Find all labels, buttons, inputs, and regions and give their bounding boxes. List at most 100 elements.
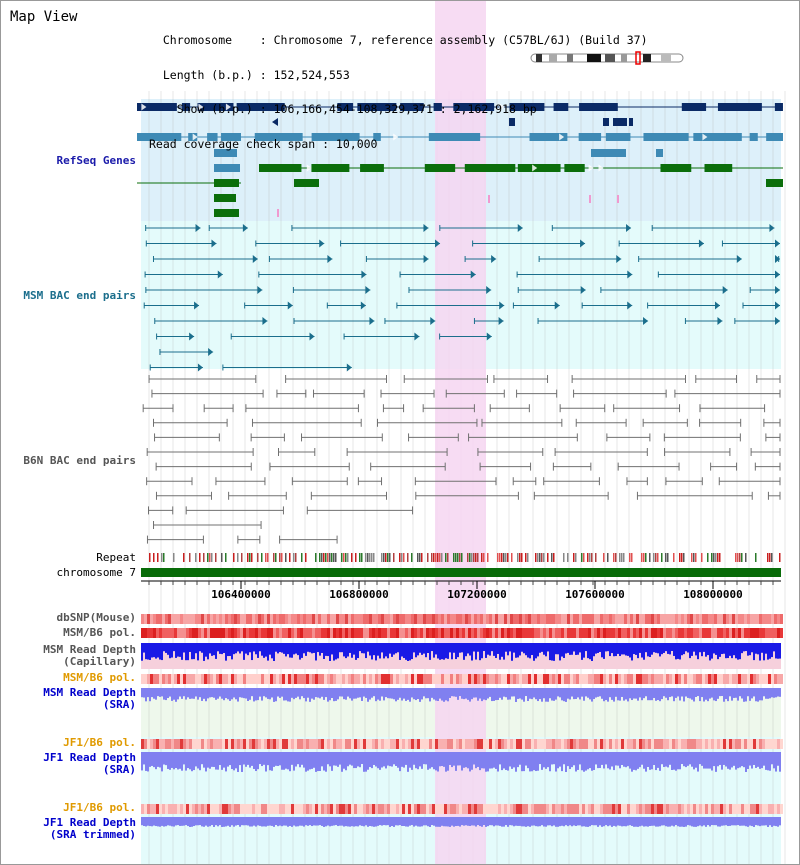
- repeat-element: [619, 553, 621, 562]
- track-label-jf1-read-depth-trimmed[interactable]: JF1 Read Depth (SRA trimmed): [43, 816, 136, 841]
- jf1-b6-pol-2-track-cell: [717, 804, 720, 814]
- jf1-sra-depth-bar: [451, 752, 453, 768]
- dbsnp-track-cell: [579, 614, 582, 624]
- dbsnp-track-cell: [681, 614, 684, 624]
- jf1-trim-depth-bar: [475, 817, 477, 827]
- track-label-refseq-genes[interactable]: RefSeq Genes: [56, 154, 136, 167]
- msm-b6-pol-2-track-cell: [606, 674, 609, 684]
- msm-capillary-depth-bar: [141, 643, 143, 661]
- track-label-jf1-b6-pol-2[interactable]: JF1/B6 pol.: [63, 801, 136, 814]
- jf1-trim-depth-bar: [585, 817, 587, 827]
- msm-capillary-depth-bar: [177, 643, 179, 657]
- dbsnp-track-cell: [675, 614, 678, 624]
- msm-sra-depth-bar: [725, 688, 727, 700]
- axis-tick-label: 107200000: [447, 588, 507, 601]
- msm-b6-pol-track-cell: [747, 628, 750, 638]
- jf1-b6-pol-track-cell: [597, 739, 600, 749]
- jf1-b6-pol-track-cell: [303, 739, 306, 749]
- repeat-element: [207, 553, 209, 562]
- msm-bac-end-arrow: [309, 332, 315, 341]
- msm-b6-pol-track-cell: [252, 628, 255, 638]
- jf1-trim-depth-bar: [379, 817, 381, 826]
- msm-capillary-depth-bar: [355, 643, 357, 660]
- msm-b6-pol-track-cell: [666, 628, 669, 638]
- dbsnp-track-cell: [399, 614, 402, 624]
- msm-b6-pol-track-cell: [432, 628, 435, 638]
- msm-sra-depth-bar: [381, 688, 383, 697]
- msm-capillary-depth-bar: [587, 643, 589, 659]
- msm-capillary-depth-bar: [311, 643, 313, 654]
- jf1-sra-depth-bar: [625, 752, 627, 768]
- msm-capillary-depth-bar: [669, 643, 671, 655]
- jf1-sra-depth-bar: [281, 752, 283, 770]
- repeat-element: [247, 553, 249, 562]
- jf1-sra-depth-bar: [565, 752, 567, 772]
- msm-capillary-depth-bar: [689, 643, 691, 659]
- msm-sra-depth-bar: [599, 688, 601, 697]
- jf1-b6-pol-track-cell: [528, 739, 531, 749]
- jf1-trim-depth-bar: [529, 817, 531, 827]
- msm-b6-pol-track-cell: [702, 628, 705, 638]
- msm-capillary-depth-bar: [457, 643, 459, 658]
- track-label-jf1-read-depth-sra[interactable]: JF1 Read Depth (SRA): [43, 751, 136, 776]
- track-label-msm-read-depth-capillary[interactable]: MSM Read Depth (Capillary): [43, 643, 136, 668]
- jf1-b6-pol-track-cell: [405, 739, 408, 749]
- msm-b6-pol-2-track-cell: [273, 674, 276, 684]
- jf1-trim-depth-bar: [725, 817, 727, 826]
- msm-b6-pol-track-cell: [306, 628, 309, 638]
- jf1-b6-pol-track-cell: [390, 739, 393, 749]
- msm-b6-pol-2-track-cell: [654, 674, 657, 684]
- msm-b6-pol-track-cell: [594, 628, 597, 638]
- jf1-b6-pol-track-cell: [150, 739, 153, 749]
- jf1-b6-pol-2-track-cell: [774, 804, 777, 814]
- repeat-element: [369, 553, 371, 562]
- msm-bac-end-arrow: [252, 255, 258, 263]
- msm-capillary-depth-bar: [657, 643, 659, 654]
- msm-b6-pol-2-track-cell: [264, 674, 267, 684]
- jf1-b6-pol-track-cell: [273, 739, 276, 749]
- msm-sra-depth-bar: [307, 688, 309, 698]
- dbsnp-track-cell: [174, 614, 177, 624]
- track-label-jf1-b6-pol[interactable]: JF1/B6 pol.: [63, 736, 136, 749]
- msm-sra-depth-bar: [141, 688, 143, 698]
- track-label-msm-b6-pol-2[interactable]: MSM/B6 pol.: [63, 671, 136, 684]
- jf1-b6-pol-2-track-cell: [444, 804, 447, 814]
- jf1-sra-depth-bar: [335, 752, 337, 766]
- jf1-trim-depth-bar: [591, 817, 593, 826]
- msm-capillary-depth-bar: [367, 643, 369, 652]
- track-label-b6n-bac[interactable]: B6N BAC end pairs: [23, 454, 136, 467]
- msm-capillary-depth-bar: [771, 643, 773, 658]
- track-label-msm-b6-pol[interactable]: MSM/B6 pol.: [63, 626, 136, 639]
- msm-b6-pol-2-track-cell: [447, 674, 450, 684]
- track-label-msm-read-depth-sra[interactable]: MSM Read Depth (SRA): [43, 686, 136, 711]
- jf1-b6-pol-2-track-cell: [573, 804, 576, 814]
- msm-b6-pol-track-cell: [360, 628, 363, 638]
- msm-bac-end-arrow: [423, 224, 429, 232]
- msm-capillary-depth-bar: [541, 643, 543, 652]
- dbsnp-track-cell: [528, 614, 531, 624]
- pink-marker: [277, 209, 279, 217]
- track-label-msm-bac[interactable]: MSM BAC end pairs: [23, 289, 136, 302]
- dbsnp-track-cell: [234, 614, 237, 624]
- msm-capillary-depth-bar: [363, 643, 365, 654]
- jf1-trim-depth-bar: [659, 817, 661, 827]
- dbsnp-track-cell: [741, 614, 744, 624]
- jf1-sra-depth-bar: [143, 752, 145, 765]
- msm-capillary-depth-bar: [741, 643, 743, 654]
- jf1-b6-pol-track-cell: [165, 739, 168, 749]
- dbsnp-track-cell: [414, 614, 417, 624]
- msm-capillary-depth-bar: [745, 643, 747, 652]
- jf1-trim-depth-bar: [531, 817, 533, 826]
- repeat-element: [505, 553, 507, 562]
- track-label-dbsnp[interactable]: dbSNP(Mouse): [56, 611, 136, 624]
- jf1-sra-depth-bar: [315, 752, 317, 772]
- msm-sra-depth-bar: [441, 688, 443, 701]
- msm-b6-pol-track-cell: [264, 628, 267, 638]
- msm-capillary-depth-bar: [145, 643, 147, 660]
- jf1-b6-pol-2-track-cell: [303, 804, 306, 814]
- jf1-b6-pol-track-cell: [438, 739, 441, 749]
- msm-sra-depth-bar: [543, 688, 545, 699]
- jf1-trim-depth-bar: [277, 817, 279, 827]
